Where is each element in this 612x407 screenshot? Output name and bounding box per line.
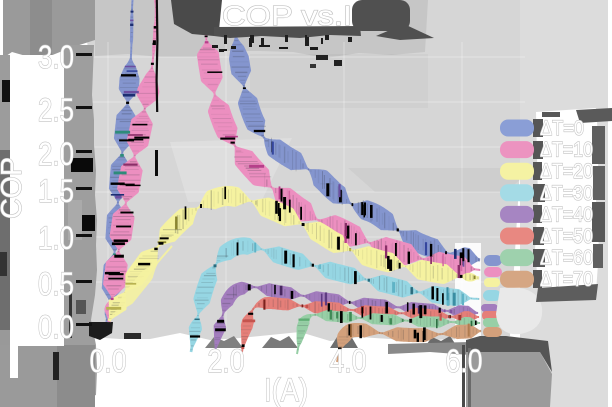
svg-text:ΔT=40: ΔT=40 — [540, 203, 593, 226]
svg-text:COP vs.I: COP vs.I — [222, 0, 352, 31]
svg-text:ΔT=20: ΔT=20 — [540, 160, 593, 183]
svg-text:ΔT=70: ΔT=70 — [540, 268, 593, 291]
svg-text:1.0: 1.0 — [38, 220, 74, 256]
svg-text:3.0: 3.0 — [38, 39, 74, 75]
svg-text:2.0: 2.0 — [38, 136, 74, 172]
svg-text:1.5: 1.5 — [38, 173, 74, 209]
svg-text:2.5: 2.5 — [38, 92, 74, 128]
svg-text:ΔT=30: ΔT=30 — [540, 182, 593, 205]
svg-text:ΔT=0: ΔT=0 — [540, 117, 584, 140]
svg-text:0.0: 0.0 — [90, 343, 127, 379]
svg-text:2.0: 2.0 — [208, 343, 245, 379]
svg-text:0.0: 0.0 — [38, 309, 74, 345]
svg-text:ΔT=60: ΔT=60 — [540, 247, 593, 270]
svg-text:4.0: 4.0 — [330, 343, 367, 379]
svg-text:ΔT=50: ΔT=50 — [540, 225, 593, 248]
svg-text:COP: COP — [0, 157, 28, 219]
svg-text:0.5: 0.5 — [38, 266, 74, 302]
svg-text:ΔT=10: ΔT=10 — [540, 139, 593, 162]
svg-text:I(A): I(A) — [264, 372, 308, 407]
svg-text:6.0: 6.0 — [446, 343, 483, 379]
